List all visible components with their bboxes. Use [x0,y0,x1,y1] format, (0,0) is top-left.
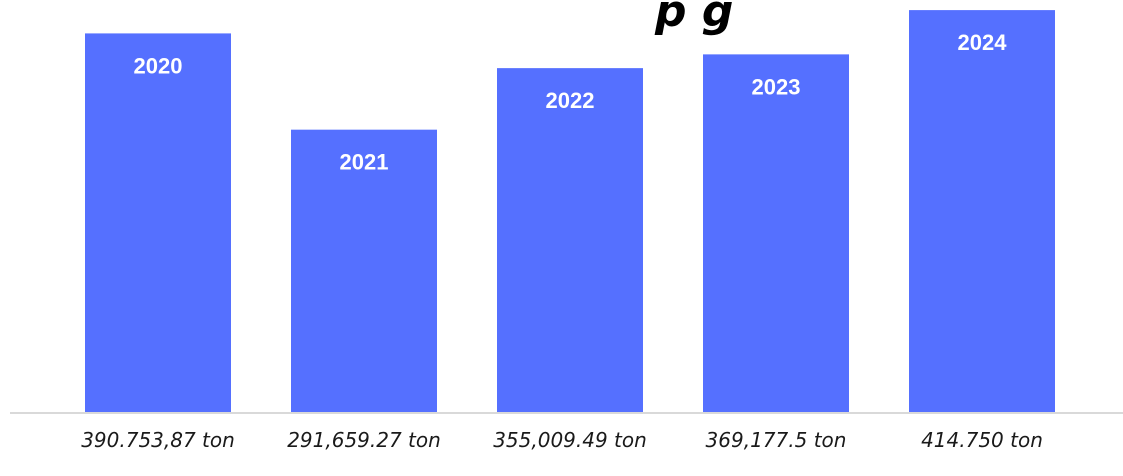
bar-2024 [909,10,1055,413]
value-label-2022: 355,009.49 ton [493,428,647,452]
bar-year-label-2020: 2020 [134,53,183,78]
chart-title-fragment: p g [654,0,733,37]
bar-year-label-2023: 2023 [752,74,801,99]
value-label-2023: 369,177.5 ton [706,428,847,452]
value-label-2021: 291,659.27 ton [287,428,441,452]
value-label-2024: 414.750 ton [921,428,1043,452]
bar-year-label-2024: 2024 [958,30,1008,55]
bar-2023 [703,54,849,414]
value-label-2020: 390.753,87 ton [81,428,235,452]
bar-2022 [497,68,643,413]
bars-layer: 2020 2021 2022 2023 2024 [85,10,1055,414]
bar-year-label-2022: 2022 [546,88,595,113]
bar-2021 [291,129,437,413]
bar-year-label-2021: 2021 [340,150,389,175]
labels-layer: 390.753,87 ton 291,659.27 ton 355,009.49 t… [81,428,1043,452]
bar-2020 [85,33,231,414]
